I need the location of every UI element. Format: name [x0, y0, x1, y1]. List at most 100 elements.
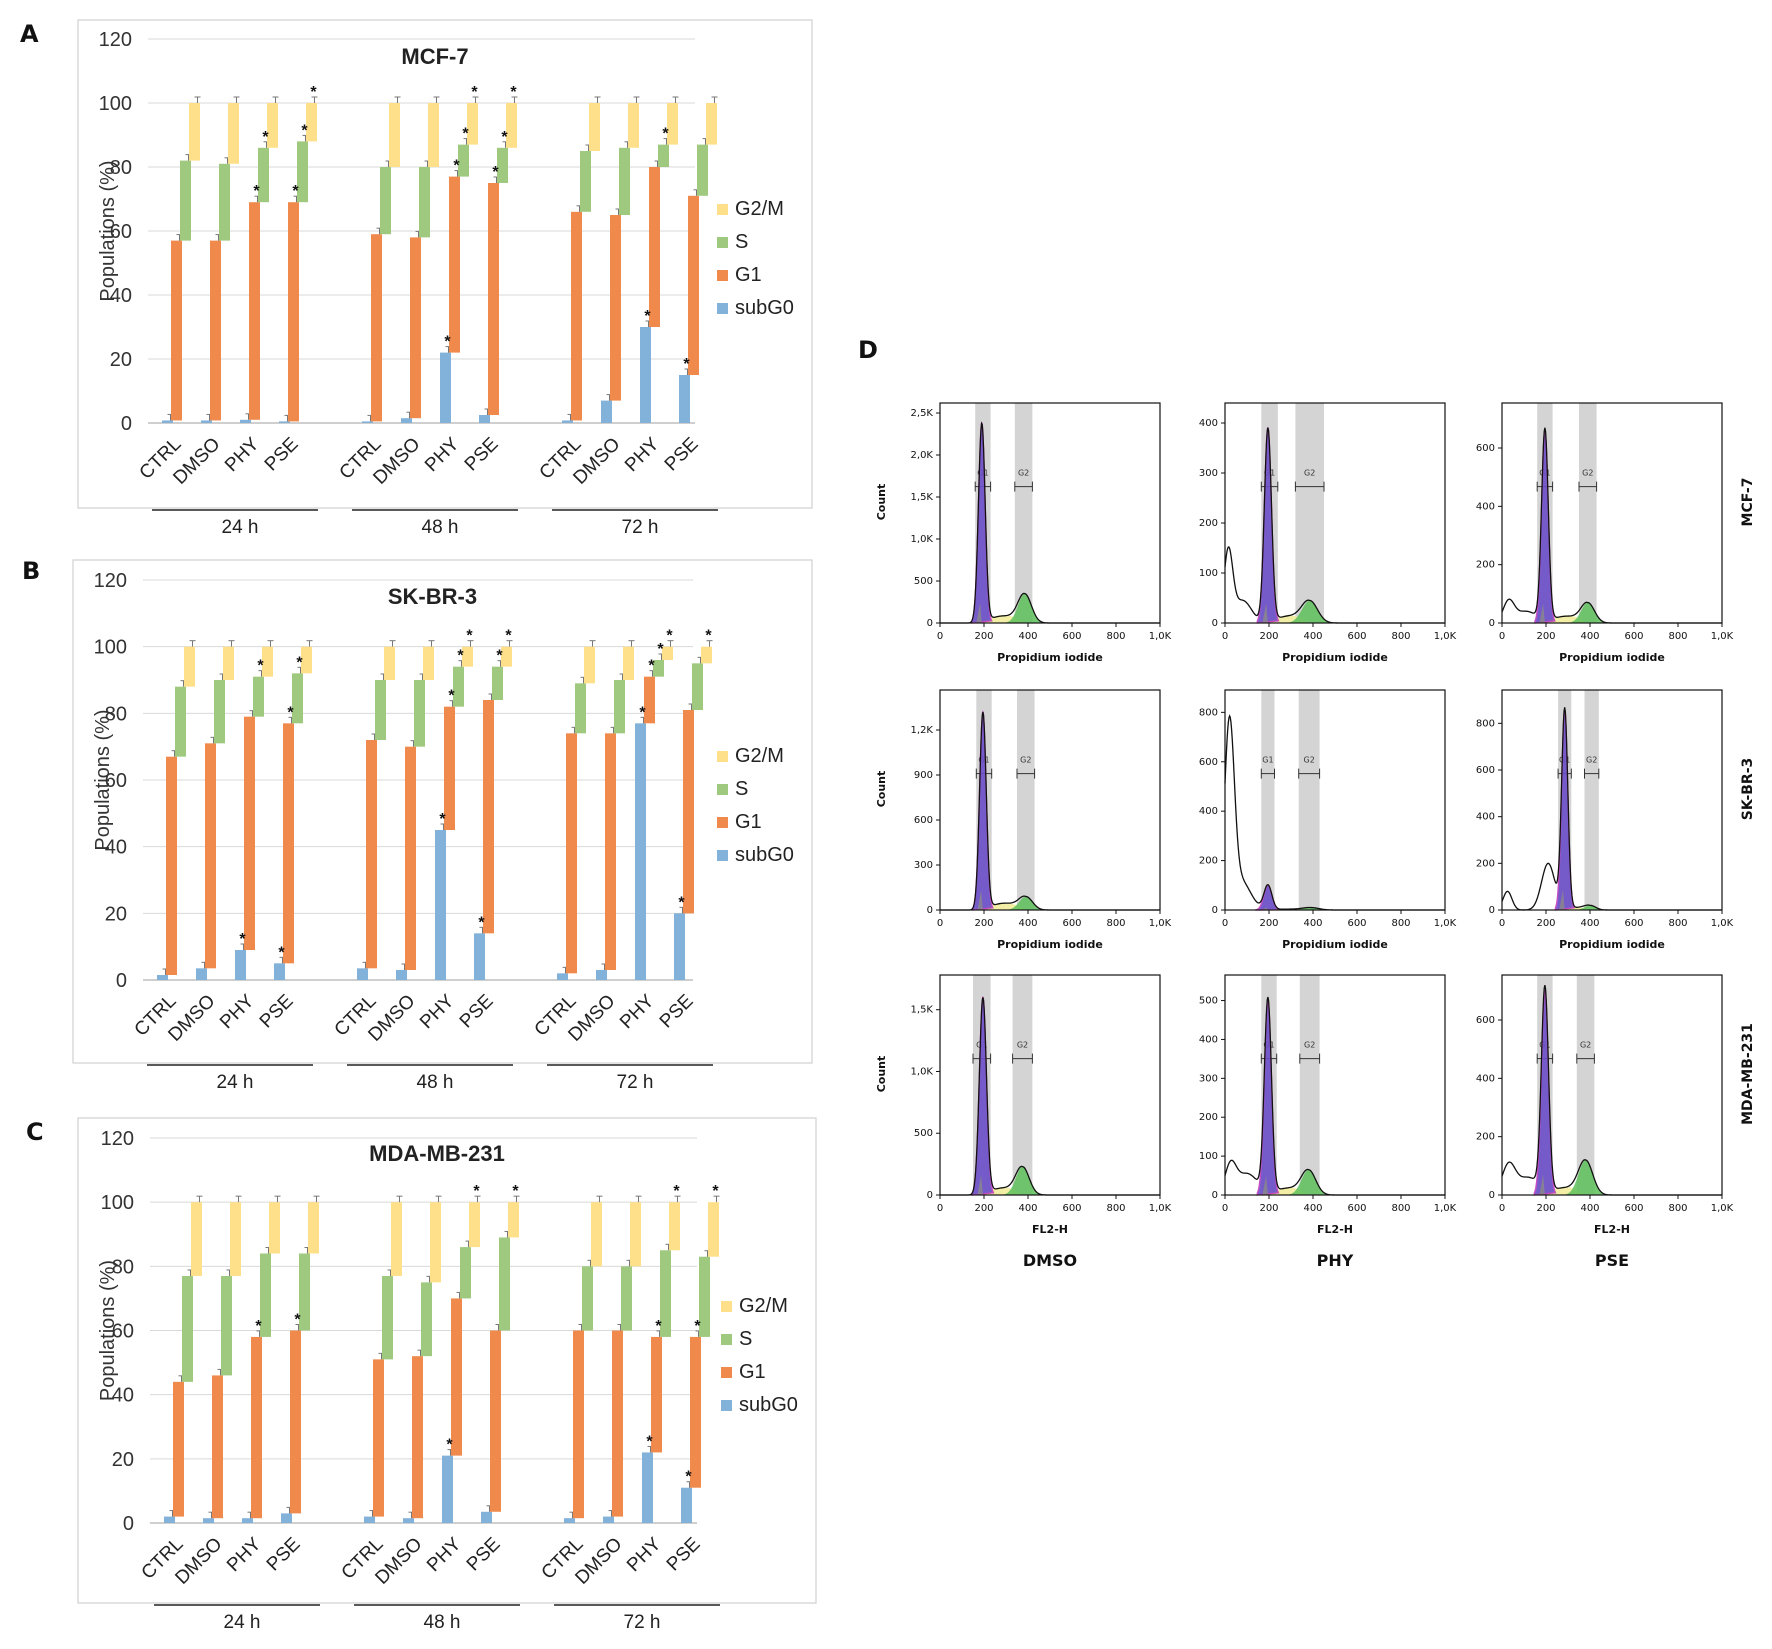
x-tick-label: 1,0K — [1434, 1203, 1457, 1214]
y-tick-label: 300 — [914, 860, 933, 871]
y-tick-label: 0 — [1212, 1190, 1218, 1201]
y-tick-label: 100 — [1199, 568, 1218, 579]
debris-area — [977, 1175, 983, 1195]
x-tick-label: 0 — [937, 918, 943, 929]
bar-subg0 — [474, 933, 485, 980]
g2-peak — [1564, 1160, 1607, 1195]
bar-g1 — [483, 700, 494, 934]
total-histogram-line — [1501, 427, 1722, 624]
bar-s — [414, 680, 425, 747]
significance-star: * — [448, 688, 455, 705]
x-tick-label: 800 — [1668, 918, 1687, 929]
significance-star: * — [457, 648, 464, 665]
x-tick-label: 200 — [1536, 631, 1555, 642]
row-label: MDA-MB-231 — [1740, 1023, 1756, 1125]
bar-g2m — [662, 646, 673, 660]
x-tick-label: 0 — [1499, 1203, 1505, 1214]
g2-peak — [1286, 600, 1333, 623]
x-tick-label: 600 — [1624, 918, 1643, 929]
y-tick-label: 40 — [112, 1385, 134, 1407]
legend-swatch — [717, 850, 728, 861]
g2-peak — [1002, 1166, 1043, 1195]
x-tick-label: 600 — [1624, 1203, 1643, 1214]
total-histogram-line — [940, 997, 1160, 1196]
significance-star: * — [673, 1183, 680, 1200]
bar-s — [614, 680, 625, 734]
bar-subg0 — [164, 1516, 175, 1523]
bar-g2m — [589, 103, 600, 151]
bar-subg0 — [162, 420, 173, 423]
x-tick-label: 0 — [937, 1203, 943, 1214]
y-axis-title: Populations (%) — [97, 1260, 119, 1401]
bar-chart-3: 0 20 40 60 80 100 120 Populations (%) MDA-MB-231… — [77, 1117, 817, 1633]
x-axis-title: Propidium iodide — [1559, 938, 1665, 951]
bar-g1 — [444, 706, 455, 830]
bar-subg0 — [281, 1513, 292, 1523]
bar-subg0 — [201, 420, 212, 423]
significance-star: * — [439, 811, 446, 828]
bar-g2m — [630, 1202, 641, 1267]
x-axis-title: Propidium iodide — [997, 651, 1103, 664]
plot-frame — [1224, 689, 1446, 911]
y-tick-label: 1,5K — [911, 492, 934, 503]
legend-swatch — [721, 1301, 732, 1312]
total-histogram-line — [1224, 996, 1445, 1196]
bar-subg0 — [364, 1516, 375, 1523]
bar-s — [580, 151, 591, 212]
x-axis-title: FL2-H — [1317, 1223, 1353, 1236]
y-tick-label: 80 — [105, 703, 127, 725]
significance-star: * — [253, 183, 260, 200]
bar-subg0 — [401, 418, 412, 423]
x-tick-label: 800 — [1106, 1203, 1125, 1214]
y-tick-label: 80 — [112, 1256, 134, 1278]
column-label: PHY — [1317, 1251, 1354, 1270]
bar-s — [382, 1275, 393, 1360]
y-tick-label: 60 — [105, 770, 127, 792]
x-tick-label: 600 — [1062, 918, 1081, 929]
x-tick-label: 800 — [1106, 631, 1125, 642]
significance-star: * — [473, 1183, 480, 1200]
y-tick-label: 600 — [914, 815, 933, 826]
y-tick-label: 1,5K — [911, 1005, 934, 1016]
bar-g1 — [688, 195, 699, 375]
significance-star: * — [683, 356, 690, 373]
plot-frame — [1501, 689, 1723, 911]
y-tick-label: 20 — [112, 1449, 134, 1471]
bar-g2m — [430, 1202, 441, 1283]
histogram-plot: G1G2010020030040050002004006008001,0KFL2… — [1199, 974, 1457, 1236]
x-tick-label: 1,0K — [1711, 1203, 1734, 1214]
bar-s — [421, 1282, 432, 1357]
x-axis-title: Propidium iodide — [997, 938, 1103, 951]
bar-g2m — [389, 103, 400, 167]
x-tick-label: 800 — [1106, 918, 1125, 929]
bar-s — [658, 144, 669, 167]
x-tick-label: 200 — [1259, 1203, 1278, 1214]
x-tick-label: 0 — [1222, 1203, 1228, 1214]
bar-g2m — [189, 103, 200, 161]
bar-subg0 — [242, 1518, 253, 1523]
bar-g2m — [508, 1202, 519, 1238]
bar-g1 — [251, 1336, 262, 1519]
y-axis-title: Populations (%) — [92, 709, 114, 850]
y-tick-label: 0 — [1489, 618, 1495, 629]
bar-subg0 — [403, 1518, 414, 1523]
x-tick-label: 200 — [974, 918, 993, 929]
bar-g2m — [708, 1202, 719, 1257]
bar-subg0 — [596, 970, 607, 980]
chart-title: SK-BR-3 — [388, 584, 477, 609]
bar-g1 — [173, 1381, 184, 1517]
bar-g1 — [410, 237, 421, 419]
legend-label: subG0 — [735, 844, 794, 866]
y-tick-label: 60 — [112, 1321, 134, 1343]
x-tick-label: 1,0K — [1711, 918, 1734, 929]
x-tick-label: 1,0K — [1149, 631, 1172, 642]
y-tick-label: 40 — [105, 837, 127, 859]
x-tick-label: 600 — [1347, 918, 1366, 929]
bar-g2m — [623, 646, 634, 680]
gate-band-g2 — [1299, 975, 1320, 1195]
y-tick-label: 400 — [1476, 812, 1495, 823]
x-tick-label: 400 — [1018, 1203, 1037, 1214]
significance-star: * — [478, 914, 485, 931]
debris-area — [1262, 603, 1268, 623]
